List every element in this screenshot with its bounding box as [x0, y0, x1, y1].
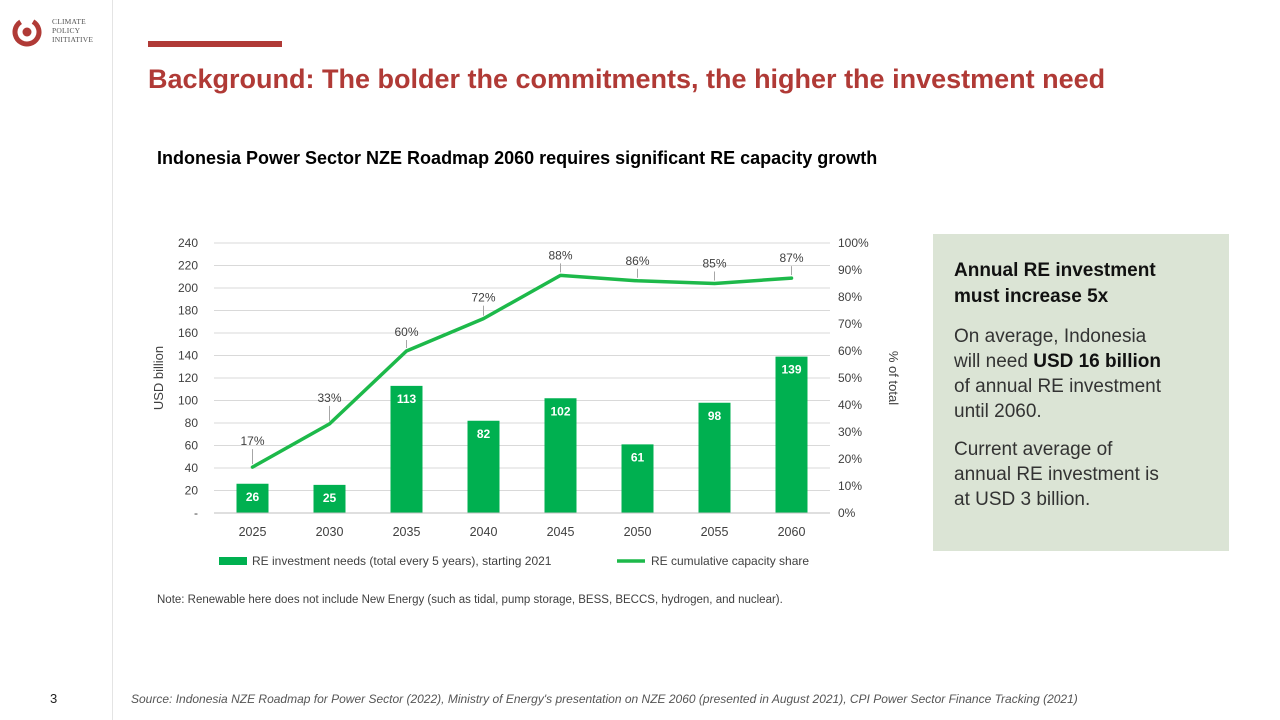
line-series: [250, 273, 794, 469]
legend-bar-label: RE investment needs (total every 5 years…: [252, 554, 552, 568]
investment-chart: 26 25 113 82 102 61 98 139 17% 33% 60% 72% 88% 86% 85%…: [151, 236, 900, 568]
x-tick-label: 2035: [393, 525, 421, 539]
y-tick-label: 20: [185, 484, 199, 498]
y-tick-label: 160: [178, 326, 198, 340]
callout-paragraph-1: On average, Indonesia will need USD 16 b…: [954, 324, 1209, 424]
logo-line-1: CLIMATE: [52, 17, 86, 26]
bar-value-label: 61: [631, 450, 645, 464]
y-right-tick-label: 70%: [838, 317, 862, 331]
callout-p2-line-3: at USD 3 billion.: [954, 489, 1091, 510]
y-tick-label: 220: [178, 259, 198, 273]
callout-paragraph-2: Current average of annual RE investment …: [954, 437, 1209, 512]
bar: [621, 444, 654, 513]
page-number: 3: [50, 691, 58, 706]
left-divider: [112, 0, 113, 720]
y-right-tick-label: 30%: [838, 425, 862, 439]
bar-value-label: 102: [550, 404, 570, 418]
callout-p1-line-1: On average, Indonesia: [954, 326, 1147, 347]
logo-line-2: POLICY: [52, 26, 81, 35]
y-right-tick-label: 10%: [838, 479, 862, 493]
bar: [390, 385, 423, 513]
slide-title: Background: The bolder the commitments, …: [148, 64, 1106, 94]
bar: [775, 356, 808, 513]
line-point-label: 17%: [240, 434, 264, 448]
source-citation: Source: Indonesia NZE Roadmap for Power …: [131, 692, 1078, 706]
cpi-logo-icon: [12, 17, 42, 47]
chart-legend: RE investment needs (total every 5 years…: [219, 554, 809, 568]
legend-line-label: RE cumulative capacity share: [651, 554, 809, 568]
line-point-label: 60%: [394, 325, 418, 339]
footnote: Note: Renewable here does not include Ne…: [157, 594, 783, 606]
bar: [467, 420, 500, 513]
y-right-tick-label: 90%: [838, 263, 862, 277]
y-tick-label: 100: [178, 394, 198, 408]
y-tick-label: 60: [185, 439, 199, 453]
bar-value-label: 82: [477, 427, 491, 441]
callout-heading-line-2: must increase 5x: [954, 286, 1109, 307]
y-tick-label: 120: [178, 371, 198, 385]
y-right-tick-label: 80%: [838, 290, 862, 304]
chart-line: [250, 273, 794, 469]
bar: [313, 484, 346, 513]
bar-value-label: 139: [781, 363, 801, 377]
callout-p2-line-2: annual RE investment is: [954, 464, 1159, 485]
y-right-axis-title: % of total: [886, 351, 900, 405]
callout-p1-line-3: of annual RE investment: [954, 376, 1162, 397]
bar-value-label: 25: [323, 491, 337, 505]
bar-value-label: 26: [246, 490, 260, 504]
bar: [544, 398, 577, 513]
bar: [698, 402, 731, 513]
chart-axes: -204060801001201401601802002202400%10%20…: [151, 236, 900, 539]
y-tick-label: 80: [185, 416, 199, 430]
chart-labels: 26 25 113 82 102 61 98 139 17% 33% 60% 72% 88% 86% 85%…: [240, 248, 803, 504]
x-tick-label: 2030: [316, 525, 344, 539]
line-point-label: 88%: [548, 248, 572, 262]
y-tick-label: 200: [178, 281, 198, 295]
legend-bar-swatch: [219, 557, 247, 565]
callout-box: Annual RE investment must increase 5x On…: [933, 234, 1229, 551]
line-point-label: 86%: [625, 254, 649, 268]
callout-p1-highlight: USD 16 billion: [1033, 351, 1161, 372]
chart-bars: [236, 356, 808, 513]
callout-heading: Annual RE investment must increase 5x: [954, 258, 1209, 310]
logo-wordmark: CLIMATE POLICY INITIATIVE: [52, 17, 93, 44]
x-tick-label: 2025: [239, 525, 267, 539]
callout-p2-line-1: Current average of: [954, 439, 1113, 460]
y-right-tick-label: 100%: [838, 236, 869, 250]
y-right-tick-label: 60%: [838, 344, 862, 358]
logo-line-3: INITIATIVE: [52, 35, 94, 44]
x-tick-label: 2050: [624, 525, 652, 539]
y-axis-title: USD billion: [151, 346, 166, 410]
callout-p1-line-2-text: will need: [954, 351, 1034, 372]
chart-heading: Indonesia Power Sector NZE Roadmap 2060 …: [157, 148, 878, 168]
title-accent-bar: [148, 41, 282, 47]
y-tick-label: 180: [178, 304, 198, 318]
y-right-tick-label: 0%: [838, 506, 856, 520]
line-point-label: 72%: [471, 291, 495, 305]
callout-p1-line-4: until 2060.: [954, 401, 1042, 422]
x-tick-label: 2060: [778, 525, 806, 539]
y-right-tick-label: 40%: [838, 398, 862, 412]
bar: [236, 483, 269, 513]
y-right-tick-label: 20%: [838, 452, 862, 466]
cpi-logo: CLIMATE POLICY INITIATIVE: [12, 14, 112, 54]
callout-heading-line-1: Annual RE investment: [954, 260, 1156, 281]
chart-gridlines: [214, 242, 830, 491]
x-tick-label: 2055: [701, 525, 729, 539]
bar-value-label: 98: [708, 409, 722, 423]
bar-value-label: 113: [397, 392, 417, 406]
x-tick-label: 2045: [547, 525, 575, 539]
line-point-label: 87%: [779, 251, 803, 265]
y-tick-label: -: [194, 506, 198, 520]
callout-p1-line-2: will need USD 16 billion: [954, 349, 1209, 374]
y-tick-label: 240: [178, 236, 198, 250]
x-tick-label: 2040: [470, 525, 498, 539]
line-point-label: 33%: [317, 391, 341, 405]
y-right-tick-label: 50%: [838, 371, 862, 385]
y-tick-label: 40: [185, 461, 199, 475]
y-tick-label: 140: [178, 349, 198, 363]
line-point-label: 85%: [702, 257, 726, 271]
